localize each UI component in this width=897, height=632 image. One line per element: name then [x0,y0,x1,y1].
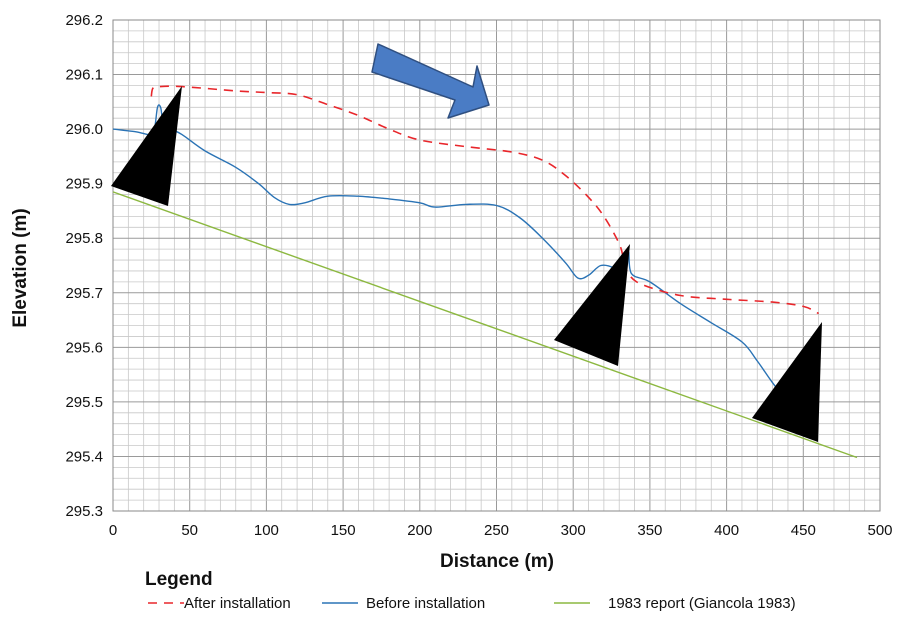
x-tick-label: 350 [637,522,662,539]
grid [112,19,881,512]
series-line-1983-report-giancola-1983 [112,191,858,459]
y-axis-title: Elevation (m) [10,208,31,327]
annotations [111,43,822,442]
marker-triangle-middle [554,244,630,366]
x-tick-label: 250 [484,522,509,539]
series-line-after-installation [150,85,819,315]
legend-label: After installation [184,595,291,612]
y-tick-label: 295.3 [65,503,103,520]
y-tick-label: 295.5 [65,394,103,411]
x-tick-label: 200 [407,522,432,539]
flow-direction-arrow [371,43,490,119]
marker-triangle-upstream [111,86,182,206]
x-tick-label: 50 [181,522,198,539]
y-tick-label: 295.4 [65,448,103,465]
y-tick-label: 296.1 [65,67,103,84]
legend: Legend After installation Before installa… [145,569,796,612]
legend-items: After installation Before installation 198… [148,595,796,612]
x-tick-label: 100 [254,522,279,539]
y-tick-label: 296.2 [65,12,103,29]
marker-triangle-downstream [752,322,822,442]
y-tick-label: 295.7 [65,285,103,302]
x-tick-label: 450 [791,522,816,539]
y-tick-label: 295.6 [65,339,103,356]
legend-label: 1983 report (Giancola 1983) [608,595,796,612]
tick-labels: 0 50 100 150 200 250 300 350 400 450 500 295.3 295.4… [65,12,892,539]
legend-label: Before installation [366,595,485,612]
x-tick-label: 150 [331,522,356,539]
y-tick-label: 295.8 [65,230,103,247]
x-tick-label: 500 [867,522,892,539]
x-axis-title: Distance (m) [440,551,554,572]
x-tick-label: 400 [714,522,739,539]
x-tick-label: 0 [109,522,117,539]
y-tick-label: 296.0 [65,121,103,138]
legend-title: Legend [145,569,213,590]
plot-area-border [112,19,881,512]
y-tick-label: 295.9 [65,176,103,193]
x-tick-label: 300 [561,522,586,539]
